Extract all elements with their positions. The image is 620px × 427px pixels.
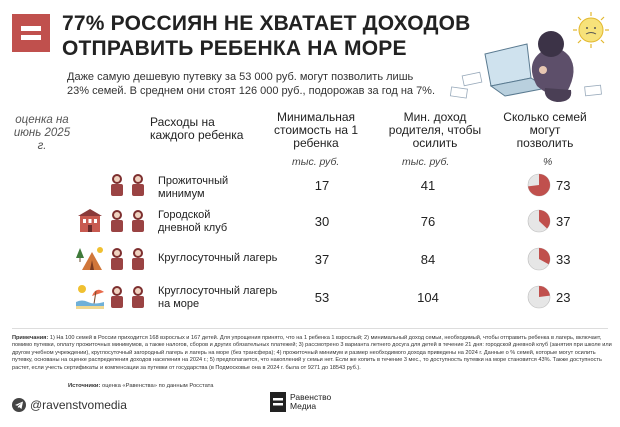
header-min-cost: Минимальная стоимость на 1 ребенка [273, 110, 359, 150]
header-min-income: Мин. доход родителя, чтобы осилить [388, 110, 482, 150]
unit-min-income: тыс. руб. [402, 156, 450, 168]
families-percent: 23 [556, 290, 571, 305]
row-label: Круглосуточный лагерь на море [158, 285, 278, 310]
beach-icon [74, 282, 106, 310]
min-income-value: 76 [420, 214, 436, 229]
table-row: Прожиточный минимум 17 41 73 [0, 172, 620, 208]
brand-logo [12, 14, 50, 52]
page-title: 77% РОССИЯН НЕ ХВАТАЕТ ДОХОДОВ ОТПРАВИТЬ… [62, 11, 471, 61]
footer-logo-line-1: Равенство [290, 392, 332, 402]
footer-logo-line-2: Медиа [290, 401, 317, 411]
header-expenses: Расходы на каждого ребенка [150, 115, 244, 142]
pie-slice [539, 248, 550, 265]
title-line-2: ОТПРАВИТЬ РЕБЕНКА НА МОРЕ [62, 37, 407, 60]
min-income-value: 84 [420, 252, 436, 267]
families-percent: 73 [556, 178, 571, 193]
min-cost-value: 53 [314, 290, 330, 305]
table-row: Городской дневной клуб 30 76 37 [0, 208, 620, 244]
camp-tent-icon [74, 244, 106, 272]
notes-text: 1) На 100 семей в России приходится 168 … [12, 335, 612, 371]
families-pie [527, 285, 551, 309]
family-icon [108, 172, 150, 200]
header-families: Сколько семей могут позволить [503, 110, 587, 150]
table-row: Круглосуточный лагерь 37 84 33 [0, 246, 620, 282]
notes: Примечания: 1) На 100 семей в России при… [12, 335, 612, 372]
families-pie [527, 247, 551, 271]
row-label: Прожиточный минимум [158, 175, 229, 200]
subtitle: Даже самую дешевую путевку за 53 000 руб… [67, 71, 436, 97]
divider [12, 328, 608, 329]
telegram-icon [12, 398, 26, 412]
min-cost-value: 17 [314, 178, 330, 193]
notes-label: Примечания: [12, 335, 49, 341]
families-percent: 37 [556, 214, 571, 229]
child-laptop-illustration [449, 12, 609, 102]
footer-brand: Равенство Медиа [270, 392, 331, 412]
pie-slice [528, 174, 550, 196]
source: Источники: оценка «Равенства» по данным … [68, 383, 213, 389]
source-label: Источники: [68, 383, 101, 389]
min-income-value: 104 [417, 290, 439, 305]
family-icon [108, 246, 150, 274]
telegram-link[interactable]: @ravenstvomedia [12, 398, 127, 412]
sun-icon [573, 12, 609, 48]
min-cost-value: 37 [314, 252, 330, 267]
row-label: Городской дневной клуб [158, 209, 228, 234]
telegram-handle: @ravenstvomedia [30, 398, 127, 412]
source-text: оценка «Равенства» по данным Росстата [102, 383, 214, 389]
school-building-icon [76, 206, 104, 234]
evaluation-note: оценка на июнь 2025 г. [13, 114, 71, 152]
min-cost-value: 30 [314, 214, 330, 229]
pie-slice [539, 286, 550, 297]
unit-min-cost: тыс. руб. [292, 156, 340, 168]
brand-mark-icon [270, 392, 286, 412]
row-label: Круглосуточный лагерь [158, 252, 278, 264]
families-pie [527, 173, 551, 197]
family-icon [108, 284, 150, 312]
families-percent: 33 [556, 252, 571, 267]
min-income-value: 41 [420, 178, 436, 193]
family-icon [108, 208, 150, 236]
pie-slice [539, 210, 550, 229]
table-row: Круглосуточный лагерь на море 53 104 23 [0, 284, 620, 320]
unit-families: % [543, 156, 553, 168]
families-pie [527, 209, 551, 233]
title-line-1: 77% РОССИЯН НЕ ХВАТАЕТ ДОХОДОВ [62, 12, 471, 35]
